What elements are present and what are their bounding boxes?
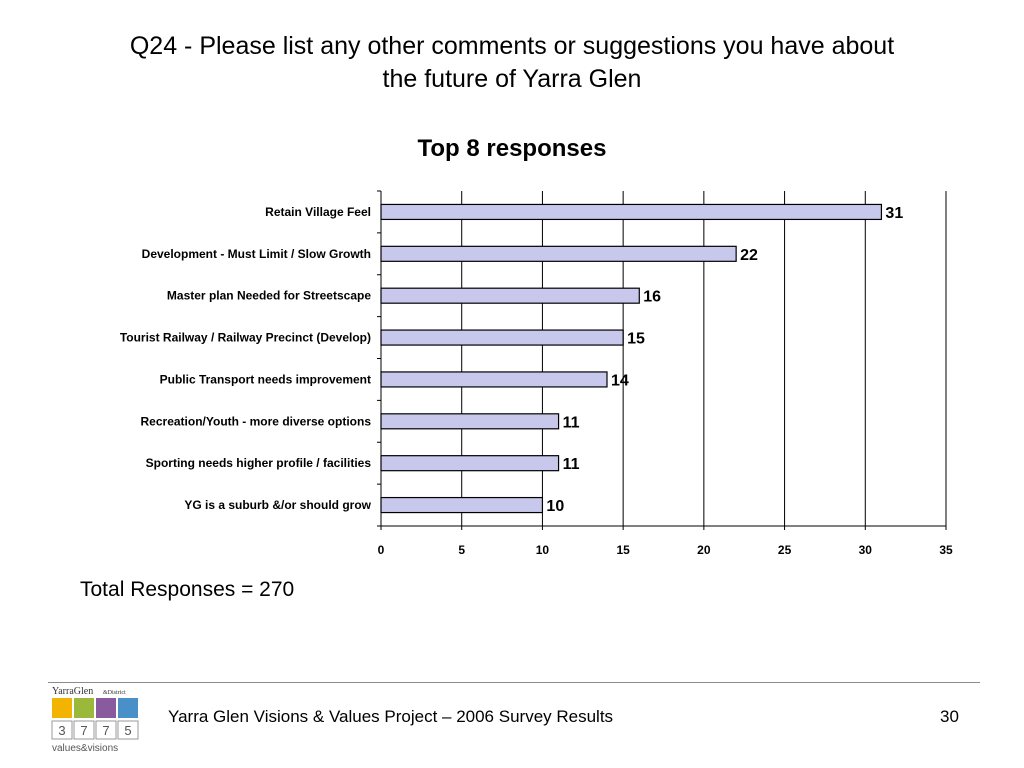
bar [380, 413, 560, 430]
x-tick-label: 30 [859, 543, 873, 557]
footer-divider [48, 682, 980, 683]
x-tick-label: 5 [458, 543, 465, 557]
chart-title: Top 8 responses [418, 135, 607, 162]
data-label: 31 [885, 205, 903, 222]
category-label: Sporting needs higher profile / faciliti… [146, 456, 372, 470]
logo-tile-tree [74, 698, 94, 718]
logo-tile-sun [52, 698, 72, 718]
category-label: Development - Must Limit / Slow Growth [142, 247, 371, 261]
bar [380, 496, 544, 514]
slide-title-line2: the future of Yarra Glen [382, 65, 642, 93]
x-tick-label: 15 [616, 543, 630, 557]
data-label: 16 [643, 289, 661, 306]
yarra-glen-logo: YarraGlen &District 3 7 7 5 values&visio… [51, 686, 139, 754]
data-label: 22 [740, 247, 758, 264]
x-tick-label: 25 [778, 543, 792, 557]
bar [380, 287, 640, 304]
data-label: 14 [611, 372, 629, 389]
x-tick-label: 35 [939, 543, 953, 557]
bar [380, 371, 608, 388]
category-label: Public Transport needs improvement [160, 372, 371, 386]
bar [380, 203, 883, 221]
logo-tile-hand [118, 698, 138, 718]
logo-brand-top: YarraGlen [52, 686, 93, 697]
data-label: 11 [563, 414, 580, 431]
x-tick-label: 10 [536, 543, 550, 557]
logo-digit-4: 5 [124, 723, 131, 738]
data-label: 11 [563, 456, 580, 473]
bar [380, 245, 737, 262]
category-label: YG is a suburb &/or should grow [184, 498, 371, 512]
bar [380, 329, 624, 346]
logo-digit-1: 3 [58, 723, 65, 738]
logo-digit-3: 7 [102, 723, 109, 738]
logo-brand-suffix: &District [103, 690, 126, 696]
slide-title: Q24 - Please list any other comments or … [40, 30, 984, 96]
page-number: 30 [940, 707, 959, 726]
category-label: Recreation/Youth - more diverse options [141, 414, 372, 428]
x-tick-label: 20 [697, 543, 711, 557]
category-label: Tourist Railway / Railway Precinct (Deve… [120, 331, 371, 345]
bar-chart: Top 8 responses 0 5 10 15 20 25 30 35 Retain Vill… [120, 135, 953, 557]
data-label: 15 [627, 331, 645, 348]
category-label: Master plan Needed for Streetscape [167, 289, 371, 303]
total-responses: Total Responses = 270 [80, 578, 295, 601]
bar [380, 455, 560, 472]
data-label: 10 [546, 498, 564, 515]
slide-title-line1: Q24 - Please list any other comments or … [129, 32, 895, 60]
footer-text: Yarra Glen Visions & Values Project – 20… [168, 707, 614, 726]
logo-digit-2: 7 [80, 723, 87, 738]
logo-tagline: values&visions [52, 743, 118, 754]
category-label: Retain Village Feel [265, 205, 371, 219]
logo-tile-grape [96, 698, 116, 718]
x-tick-label: 0 [378, 543, 385, 557]
